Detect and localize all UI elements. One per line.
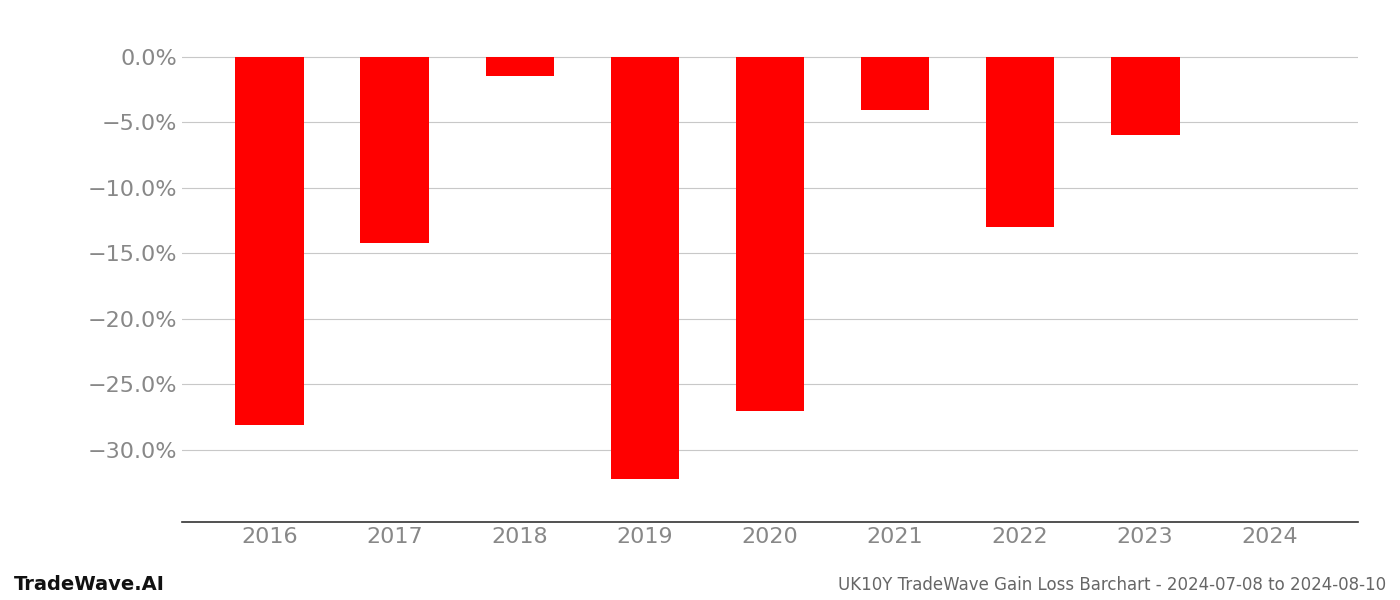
Bar xyxy=(861,57,930,110)
Bar xyxy=(235,57,304,425)
Bar xyxy=(610,57,679,479)
Bar xyxy=(360,57,430,243)
Text: UK10Y TradeWave Gain Loss Barchart - 2024-07-08 to 2024-08-10: UK10Y TradeWave Gain Loss Barchart - 202… xyxy=(837,576,1386,594)
Bar xyxy=(486,57,554,76)
Bar xyxy=(986,57,1054,227)
Text: TradeWave.AI: TradeWave.AI xyxy=(14,575,165,594)
Bar xyxy=(735,57,805,410)
Bar xyxy=(1110,57,1180,136)
